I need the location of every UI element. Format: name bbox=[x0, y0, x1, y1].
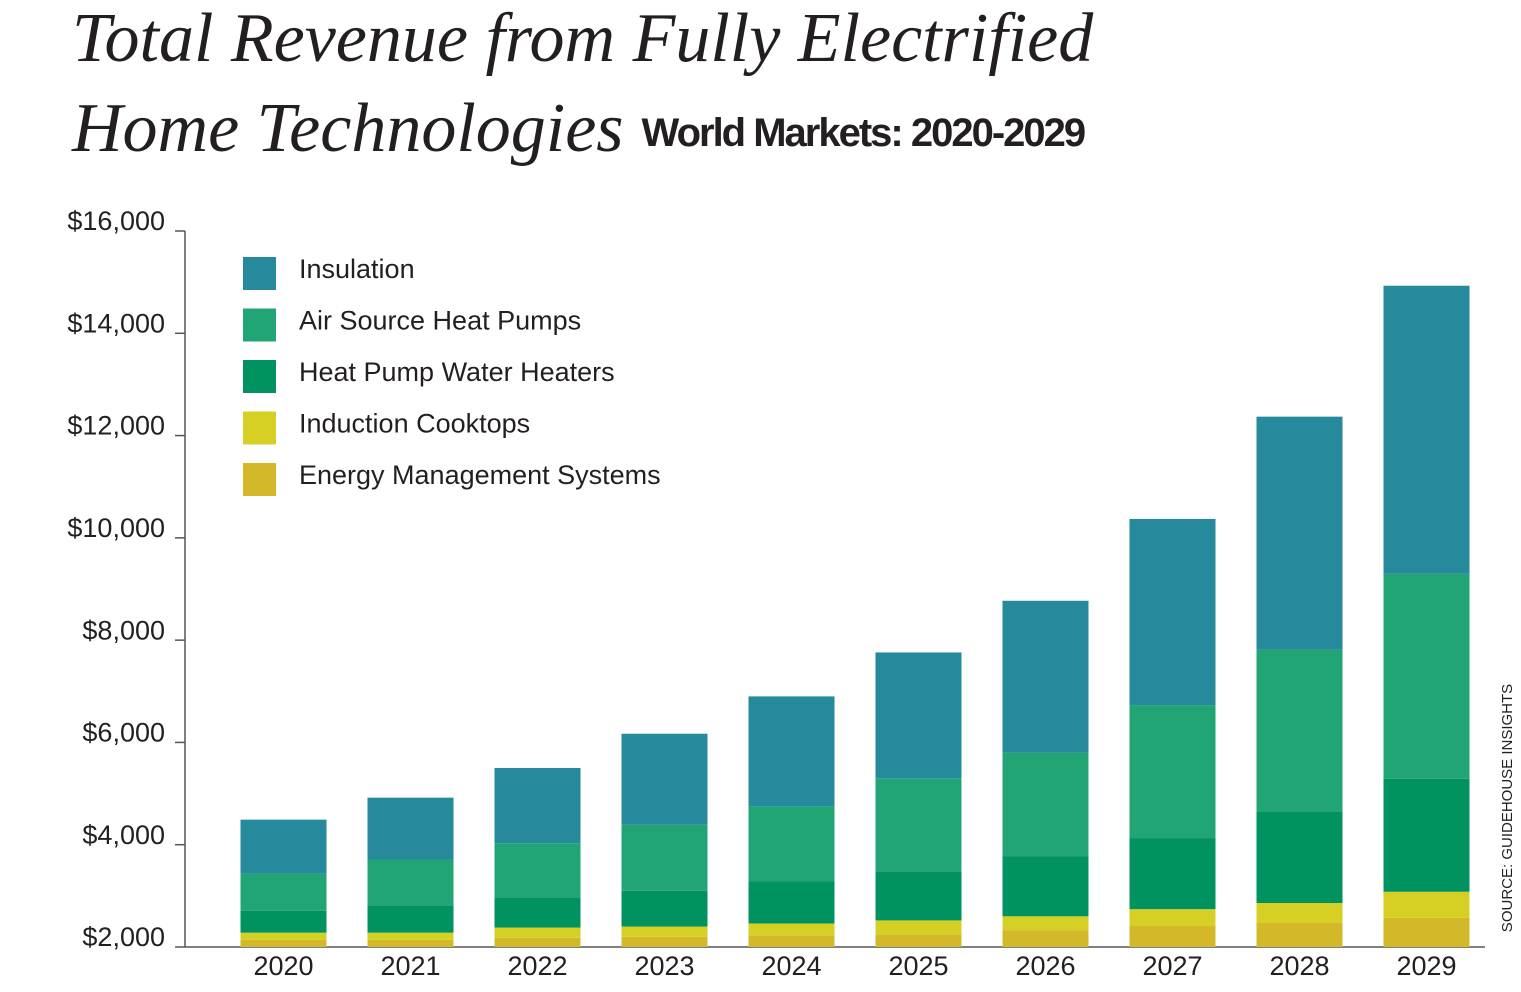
bar-segment bbox=[1129, 518, 1216, 706]
bar-segment bbox=[1256, 649, 1343, 812]
bar-segment bbox=[1002, 856, 1089, 917]
legend-label: Heat Pump Water Heaters bbox=[299, 357, 615, 387]
bar-segment bbox=[1002, 600, 1089, 753]
bar-segment bbox=[240, 910, 327, 933]
legend-label: Air Source Heat Pumps bbox=[299, 306, 581, 336]
bar-segment bbox=[494, 768, 581, 844]
bar-segment bbox=[367, 797, 454, 860]
bar-segment bbox=[748, 881, 835, 924]
bar-segment bbox=[875, 934, 962, 947]
y-tick-label: $16,000 bbox=[67, 206, 165, 236]
y-tick-label: $8,000 bbox=[82, 615, 165, 645]
bar-segment bbox=[367, 939, 454, 947]
bar-segment bbox=[748, 935, 835, 947]
bar-segment bbox=[1383, 778, 1470, 892]
x-tick-label: 2029 bbox=[1396, 951, 1456, 981]
chart-subtitle: World Markets: 2020-2029 bbox=[642, 111, 1085, 155]
legend-label: Induction Cooktops bbox=[299, 409, 530, 439]
chart-title-line1: Total Revenue from Fully Electrified bbox=[72, 0, 1094, 77]
bar-segment bbox=[494, 843, 581, 898]
bar-segment bbox=[240, 932, 327, 940]
bar-segment bbox=[875, 920, 962, 935]
bar-segment bbox=[1129, 705, 1216, 839]
title-row: Home Technologies World Markets: 2020-202… bbox=[71, 90, 1085, 167]
x-tick-label: 2026 bbox=[1015, 951, 1075, 981]
bar-segment bbox=[494, 937, 581, 947]
bar-segment bbox=[367, 859, 454, 906]
bar-segment bbox=[621, 936, 708, 947]
bar-segment bbox=[1383, 917, 1470, 947]
bar-segment bbox=[1129, 909, 1216, 927]
bar-segment bbox=[1256, 922, 1343, 947]
bar-segment bbox=[240, 819, 327, 874]
y-tick-label: $6,000 bbox=[82, 718, 165, 748]
x-tick-label: 2020 bbox=[253, 951, 313, 981]
y-tick-label: $12,000 bbox=[67, 411, 165, 441]
legend-swatch bbox=[243, 257, 276, 290]
bar-segment bbox=[240, 939, 327, 947]
bar-segment bbox=[1129, 838, 1216, 910]
y-tick-label: $2,000 bbox=[82, 922, 165, 952]
bar-segment bbox=[494, 897, 581, 928]
bar-segment bbox=[748, 923, 835, 936]
x-tick-label: 2028 bbox=[1269, 951, 1329, 981]
bar-segment bbox=[621, 926, 708, 937]
bar-segment bbox=[1383, 573, 1470, 779]
bar-segment bbox=[1129, 926, 1216, 947]
bar-segment bbox=[1002, 930, 1089, 947]
legend-swatch bbox=[243, 411, 276, 445]
bar-segment bbox=[621, 733, 708, 825]
bar-segment bbox=[494, 927, 581, 938]
bar-segment bbox=[748, 806, 835, 882]
bar-segment bbox=[621, 890, 708, 927]
bar-segment bbox=[1256, 416, 1343, 650]
x-tick-label: 2027 bbox=[1142, 951, 1202, 981]
legend-label: Energy Management Systems bbox=[299, 460, 661, 490]
bar-segment bbox=[875, 778, 962, 872]
bar-segment bbox=[1256, 903, 1343, 923]
bar-segment bbox=[1383, 285, 1470, 574]
x-tick-label: 2025 bbox=[888, 951, 948, 981]
bar-segment bbox=[875, 652, 962, 779]
x-tick-label: 2021 bbox=[380, 951, 440, 981]
bar-segment bbox=[1002, 916, 1089, 931]
legend-label: Insulation bbox=[299, 254, 415, 284]
x-tick-label: 2024 bbox=[761, 951, 821, 981]
y-tick-label: $10,000 bbox=[67, 513, 165, 543]
x-tick-label: 2022 bbox=[507, 951, 567, 981]
legend-swatch bbox=[243, 463, 276, 496]
bar-segment bbox=[621, 824, 708, 891]
bar-segment bbox=[367, 932, 454, 940]
bar-segment bbox=[748, 696, 835, 807]
legend-swatch bbox=[243, 360, 276, 393]
bar-segment bbox=[875, 871, 962, 921]
source: SOURCE: GUIDEHOUSE INSIGHTS bbox=[1499, 684, 1516, 932]
bar-segment bbox=[1256, 811, 1343, 904]
bar-segment bbox=[367, 905, 454, 933]
bar-segment bbox=[1002, 752, 1089, 857]
bar-segment bbox=[240, 873, 327, 911]
y-tick-label: $4,000 bbox=[82, 820, 165, 850]
x-tick-label: 2023 bbox=[634, 951, 694, 981]
y-tick-label: $14,000 bbox=[67, 308, 165, 338]
legend-swatch bbox=[243, 308, 276, 342]
chart-title-line2: Home Technologies bbox=[71, 90, 624, 167]
bar-segment bbox=[1383, 891, 1470, 918]
